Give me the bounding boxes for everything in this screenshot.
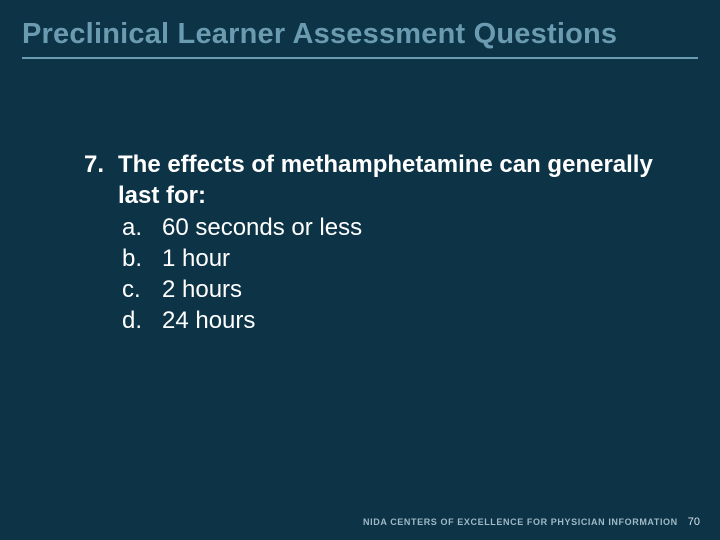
slide: Preclinical Learner Assessment Questions… <box>0 0 720 540</box>
page-number: 70 <box>688 516 700 528</box>
answer-label: d. <box>118 306 162 337</box>
answer-text: 2 hours <box>162 275 242 306</box>
question-stem: The effects of methamphetamine can gener… <box>118 150 660 211</box>
answer-label: c. <box>118 275 162 306</box>
answer-item: a. 60 seconds or less <box>118 213 660 244</box>
question-block: 7. The effects of methamphetamine can ge… <box>70 150 660 336</box>
question-number: 7. <box>70 150 118 181</box>
slide-title: Preclinical Learner Assessment Questions <box>22 18 698 59</box>
answer-label: a. <box>118 213 162 244</box>
answer-text: 1 hour <box>162 244 230 275</box>
answer-text: 24 hours <box>162 306 255 337</box>
answer-list: a. 60 seconds or less b. 1 hour c. 2 hou… <box>118 213 660 336</box>
answer-item: c. 2 hours <box>118 275 660 306</box>
answer-text: 60 seconds or less <box>162 213 362 244</box>
footer: NIDA CENTERS OF EXCELLENCE FOR PHYSICIAN… <box>363 516 700 528</box>
question-row: 7. The effects of methamphetamine can ge… <box>70 150 660 211</box>
footer-org-text: NIDA CENTERS OF EXCELLENCE FOR PHYSICIAN… <box>363 517 678 527</box>
answer-item: b. 1 hour <box>118 244 660 275</box>
answer-item: d. 24 hours <box>118 306 660 337</box>
answer-label: b. <box>118 244 162 275</box>
